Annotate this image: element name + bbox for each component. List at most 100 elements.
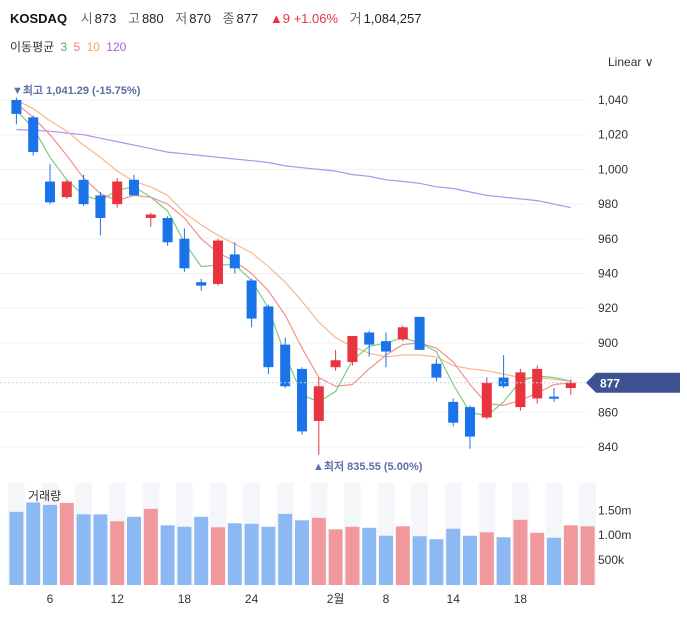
ma-120-line	[16, 128, 571, 209]
ma-3-line	[15, 109, 571, 417]
volume-bar	[429, 539, 444, 585]
candle-body	[297, 368, 307, 432]
candle-body	[246, 280, 257, 319]
candle-body	[213, 240, 223, 284]
volume-bar	[513, 519, 528, 585]
volume-bar	[244, 523, 259, 585]
candle-body	[532, 368, 543, 399]
volume-bar	[379, 535, 393, 585]
volume-bar	[580, 526, 595, 585]
volume-bar	[311, 517, 326, 585]
volume-bar	[530, 532, 545, 585]
candle-body	[280, 344, 291, 387]
volume-bar	[127, 516, 141, 585]
high-marker: ▼최고 1,041.29 (-15.75%)	[12, 83, 141, 97]
y-tick-label: 940	[598, 267, 618, 281]
volume-bar	[278, 513, 293, 585]
volume-bar	[177, 526, 192, 585]
x-tick-label: 12	[111, 592, 125, 606]
volume-bar	[328, 529, 343, 585]
volume-tick-label: 1.00m	[598, 528, 631, 542]
volume-bar	[395, 526, 410, 585]
x-tick-label: 18	[514, 592, 528, 606]
volume-bar	[26, 502, 41, 585]
candle-body	[229, 254, 240, 269]
volume-bar	[479, 532, 494, 585]
candle-body	[162, 217, 173, 243]
candle-body	[28, 117, 39, 153]
x-tick-label: 6	[47, 592, 54, 606]
open-value: 873	[94, 11, 117, 26]
volume-bar	[194, 516, 209, 585]
x-tick-label: 14	[447, 592, 461, 606]
low-marker: ▲최저 835.55 (5.00%)	[313, 459, 423, 473]
candle-body	[347, 335, 358, 362]
candle-body	[145, 214, 156, 218]
volume-title: 거래량	[28, 489, 61, 503]
x-tick-label: 24	[245, 592, 259, 606]
y-tick-label: 900	[598, 336, 618, 350]
y-tick-label: 1,000	[598, 162, 628, 176]
volume-bar	[110, 521, 125, 585]
current-price-tag	[586, 372, 680, 393]
candle-body	[61, 181, 72, 198]
close-label: 종	[222, 11, 235, 26]
ma-3-label: 3	[60, 40, 68, 54]
candle-body	[414, 316, 425, 350]
candle-body	[481, 382, 492, 418]
candle-body	[179, 238, 190, 269]
candle-body	[78, 179, 89, 205]
volume-bar	[9, 511, 24, 585]
volume-bar	[563, 525, 578, 585]
ma-10-label: 10	[86, 40, 100, 54]
moving-average-legend[interactable]: 이동평균 3 5 10 120	[10, 38, 129, 55]
candle-body	[397, 327, 408, 340]
volume-bar	[93, 514, 108, 585]
y-tick-label: 840	[598, 440, 618, 454]
ma-5-label: 5	[73, 40, 81, 54]
volume-tick-label: 1.50m	[598, 503, 631, 517]
ma-120-label: 120	[106, 40, 127, 54]
candle-body	[498, 377, 509, 387]
volume-bar	[43, 504, 57, 585]
candle-body	[263, 306, 274, 368]
ma-10-line	[16, 99, 571, 382]
candle-body	[112, 181, 123, 205]
candle-body	[565, 382, 576, 389]
current-price-label: 877	[600, 376, 620, 390]
volume-label: 거	[349, 11, 362, 26]
volume-bar	[463, 535, 477, 585]
candle-body	[549, 396, 559, 399]
volume-bar	[345, 526, 360, 585]
volume-bar	[496, 537, 511, 585]
candle-body	[11, 100, 22, 114]
volume-bar	[295, 520, 309, 585]
candle-body	[95, 195, 106, 218]
volume-bar	[59, 502, 74, 585]
symbol-name: KOSDAQ	[10, 11, 68, 26]
ma-legend-label: 이동평균	[10, 40, 55, 54]
scale-dropdown[interactable]: Linear ∨	[608, 55, 654, 69]
volume-bar	[211, 527, 225, 585]
close-value: 877	[236, 11, 259, 26]
volume-bar	[446, 528, 461, 585]
candle-body	[381, 341, 391, 352]
high-value: 880	[141, 11, 164, 26]
change-value: ▲9 +1.06%	[269, 11, 339, 26]
x-tick-label: 18	[178, 592, 192, 606]
y-tick-label: 860	[598, 405, 618, 419]
volume-bar	[362, 527, 377, 585]
volume-bar	[76, 514, 91, 585]
volume-bar	[412, 536, 427, 585]
open-label: 시	[80, 11, 93, 26]
high-label: 고	[127, 11, 140, 26]
y-tick-label: 1,040	[598, 93, 628, 107]
x-tick-label: 2월	[327, 592, 345, 606]
volume-bar	[143, 508, 158, 585]
volume-bar	[160, 525, 175, 585]
candle-body	[45, 181, 55, 203]
candle-body	[448, 401, 459, 423]
volume-bar	[227, 523, 242, 585]
candle-body	[431, 363, 442, 378]
